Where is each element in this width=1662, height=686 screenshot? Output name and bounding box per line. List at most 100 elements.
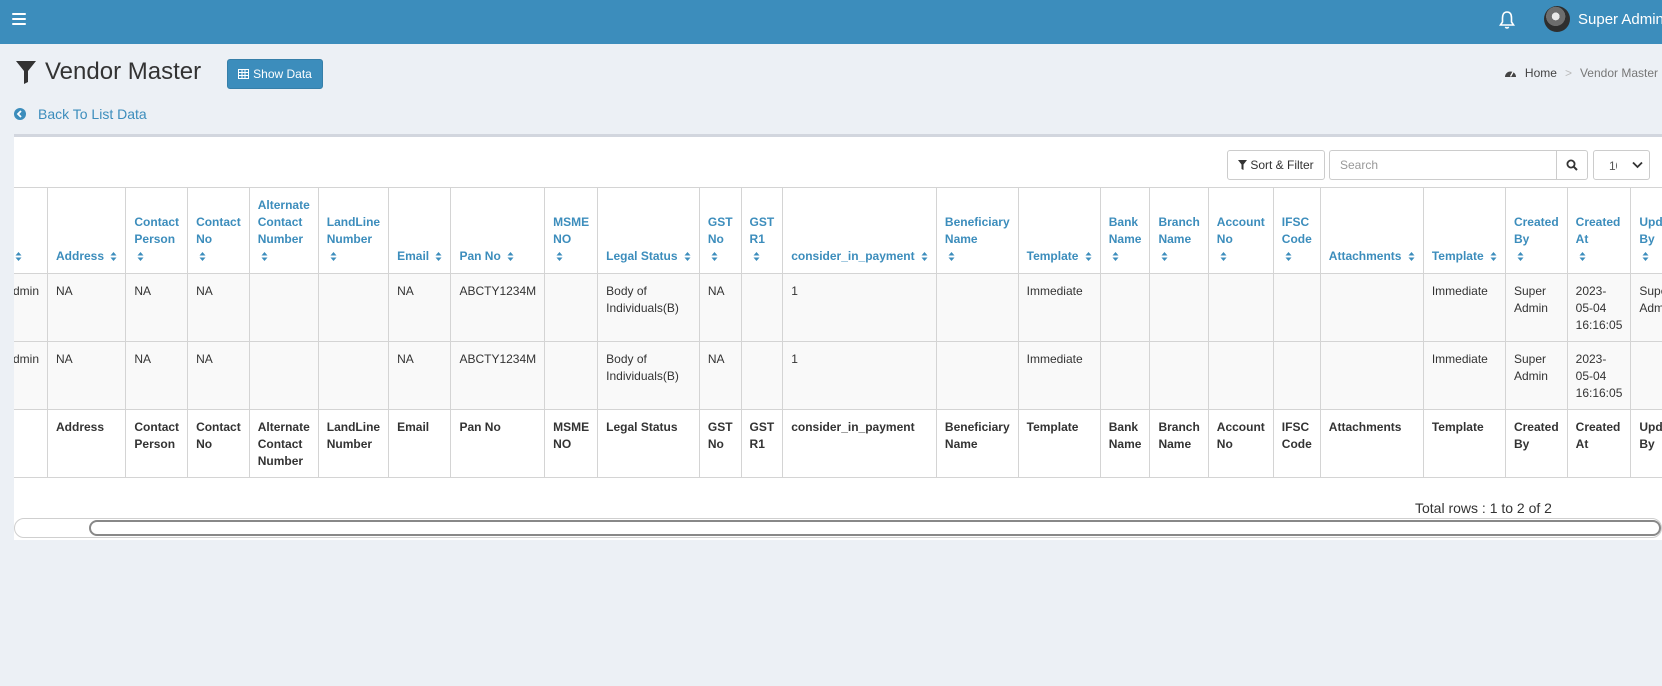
cell-text: At [1575, 232, 1589, 246]
column-header[interactable]: Bank Name [1099, 187, 1151, 274]
cell-text: Code [1281, 437, 1312, 451]
cell-text: 2023- [1575, 284, 1607, 298]
table-cell [248, 341, 319, 410]
bell-icon[interactable] [1498, 10, 1516, 30]
sort-icon[interactable] [1112, 251, 1119, 262]
cell-text: GST [707, 215, 733, 229]
column-header[interactable]: Pan No [450, 187, 546, 274]
sort-icon[interactable] [1285, 251, 1292, 262]
column-header[interactable]: GST R1 [740, 187, 784, 274]
table-cell: Immediate [1017, 341, 1101, 410]
sort-icon[interactable] [137, 251, 144, 262]
sort-icon[interactable] [199, 251, 206, 262]
column-header[interactable]: - [14, 187, 49, 274]
table-cell [1099, 273, 1151, 342]
sort-icon[interactable] [1408, 251, 1415, 262]
column-header[interactable]: Account No [1207, 187, 1274, 274]
cell-text: R1 [749, 437, 765, 451]
table-cell [1207, 341, 1274, 410]
cell-text: Code [1281, 232, 1312, 246]
sort-icon[interactable] [507, 251, 514, 262]
sort-icon[interactable] [684, 251, 691, 262]
table-cell: NA [187, 341, 250, 410]
column-header[interactable]: Beneficiary Name [935, 187, 1019, 274]
sort-icon[interactable] [1579, 251, 1586, 262]
sort-icon[interactable] [556, 251, 563, 262]
column-header[interactable]: Contact Person [125, 187, 189, 274]
table-cell [740, 273, 784, 342]
column-header[interactable]: Legal Status [597, 187, 700, 274]
sort-filter-button[interactable]: Sort & Filter [1227, 150, 1325, 180]
breadcrumb: Home > Vendor Master [1504, 66, 1658, 80]
sort-icon[interactable] [1490, 251, 1497, 262]
table-cell [248, 273, 319, 342]
column-header[interactable]: LandLine Number [317, 187, 390, 274]
column-header[interactable]: Template [1017, 187, 1101, 274]
search-button[interactable] [1556, 150, 1588, 180]
table-cell [1272, 341, 1321, 410]
cell-text: By [1513, 232, 1530, 246]
back-to-list-link[interactable]: Back To List Data [14, 106, 147, 122]
sort-icon[interactable] [1085, 251, 1092, 262]
sort-icon[interactable] [921, 251, 928, 262]
table-row[interactable]: Admin NA NA NA NA ABCTY1234M Body of Individual… [14, 273, 1662, 342]
column-header[interactable]: Alternate Contact Number [248, 187, 319, 274]
sort-icon[interactable] [15, 251, 22, 262]
cell-text: Super [1513, 352, 1546, 366]
page-size-select[interactable]: 10 [1593, 150, 1650, 180]
sort-icon[interactable] [1517, 251, 1524, 262]
column-header[interactable]: Created By [1504, 187, 1568, 274]
horizontal-scrollbar[interactable] [14, 518, 1662, 538]
column-header[interactable]: IFSC Code [1272, 187, 1321, 274]
show-data-label: Show Data [253, 67, 312, 81]
sort-icon[interactable] [711, 251, 718, 262]
column-header[interactable]: Attachments [1319, 187, 1424, 274]
column-header[interactable]: GST No [698, 187, 742, 274]
sort-icon[interactable] [1642, 251, 1649, 262]
show-data-button[interactable]: Show Data [227, 59, 323, 89]
table-cell: Super Admin [1630, 273, 1662, 342]
cell-text: Updated [1639, 420, 1662, 434]
sort-icon[interactable] [1161, 251, 1168, 262]
table-row[interactable]: Admin NA NA NA NA ABCTY1234M Body of Individual… [14, 341, 1662, 410]
column-header[interactable]: MSME NO [544, 187, 599, 274]
table-cell: 2023- 05-04 16:16:05 [1566, 341, 1632, 410]
column-header[interactable]: Email [388, 187, 452, 274]
filter-icon [16, 61, 36, 84]
table-cell [1149, 341, 1209, 410]
search-input[interactable] [1329, 150, 1556, 180]
table-cell: Super Admin [1504, 341, 1568, 410]
hamburger-icon[interactable] [12, 13, 26, 25]
cell-text: 05-04 [1575, 301, 1607, 315]
sort-icon[interactable] [948, 251, 955, 262]
cell-text: Super [1639, 284, 1662, 298]
sort-icon[interactable] [1220, 251, 1227, 262]
breadcrumb-separator: > [1564, 66, 1572, 80]
table-cell: Admin [14, 273, 49, 342]
sort-icon[interactable] [753, 251, 760, 262]
sort-icon[interactable] [435, 251, 442, 262]
user-menu-name[interactable]: Super Admin [1578, 11, 1662, 28]
column-header[interactable]: Branch Name [1149, 187, 1209, 274]
vendor-table: - Address Contact Person Contact No Alternat… [14, 187, 1662, 478]
column-header[interactable]: Address [47, 187, 127, 274]
table-cell [935, 273, 1019, 342]
sort-icon[interactable] [261, 251, 268, 262]
avatar[interactable] [1544, 6, 1570, 32]
cell-text: Contact [134, 215, 180, 229]
breadcrumb-home[interactable]: Home [1524, 66, 1557, 80]
cell-text: Contact [196, 215, 241, 229]
column-header[interactable]: Template [1422, 187, 1506, 274]
sort-icon[interactable] [330, 251, 337, 262]
cell-text: consider_in_payment [791, 420, 915, 434]
column-header[interactable]: Created At [1566, 187, 1632, 274]
sort-icon[interactable] [110, 251, 117, 262]
scrollbar-thumb[interactable] [89, 520, 1661, 536]
table-cell: NA [388, 341, 452, 410]
column-header[interactable]: Updated By [1630, 187, 1662, 274]
cell-text: Attachments [1328, 420, 1402, 434]
table-cell: Super Admin [1504, 273, 1568, 342]
column-header[interactable]: consider_in_payment [782, 187, 937, 274]
column-header[interactable]: Contact No [187, 187, 250, 274]
table-cell [1149, 273, 1209, 342]
